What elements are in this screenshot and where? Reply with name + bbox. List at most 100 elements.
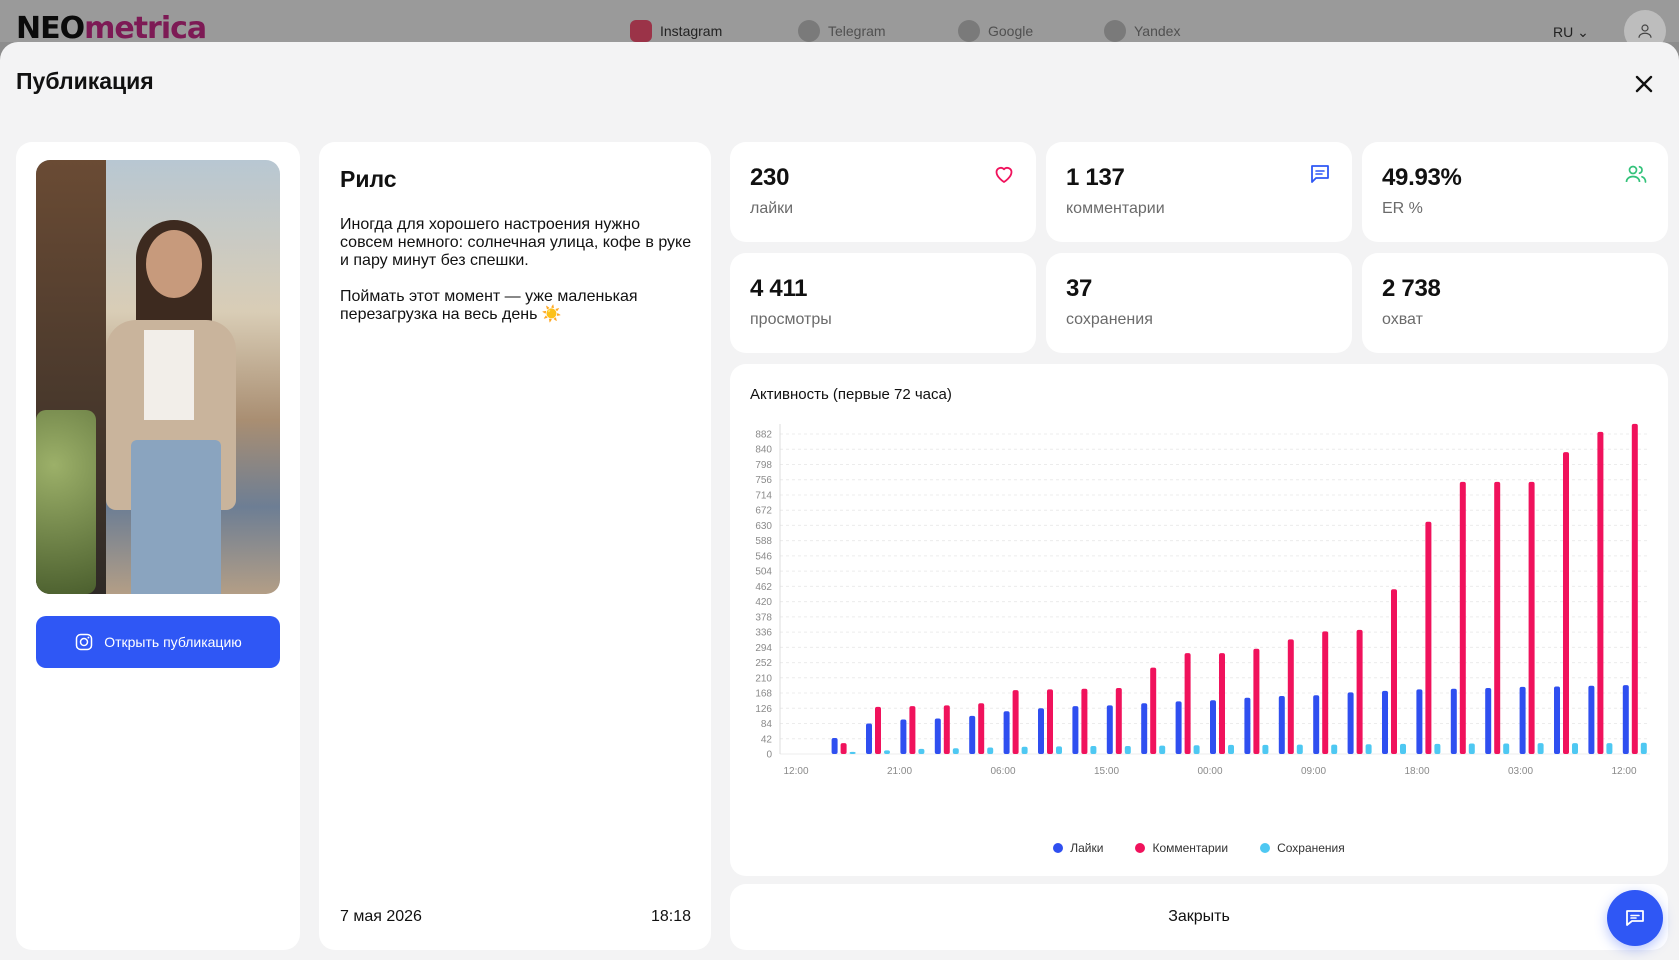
- stat-value: 37: [1066, 275, 1093, 302]
- chart-bar-saves: [1021, 746, 1028, 754]
- y-tick-label: 0: [766, 750, 772, 761]
- chart-bar-comments: [1047, 689, 1053, 754]
- y-tick-label: 294: [755, 643, 772, 654]
- chart-bar-likes: [1347, 692, 1354, 754]
- post-details-card: Рилс Иногда для хорошего настроения нужн…: [319, 142, 711, 950]
- chart-bar-comments: [1184, 653, 1191, 754]
- chart-bar-comments: [1322, 631, 1329, 754]
- chart-bar-comments: [1150, 667, 1157, 754]
- chart-bar-saves: [1090, 746, 1097, 754]
- chart-bar-likes: [1622, 685, 1629, 754]
- chart-bar-comments: [1528, 481, 1535, 754]
- nav-item-telegram[interactable]: Telegram: [798, 20, 886, 42]
- chart-bar-likes: [1485, 687, 1492, 754]
- legend-item-likes[interactable]: Лайки: [1053, 841, 1103, 855]
- post-time: 18:18: [650, 908, 691, 925]
- instagram-icon: [630, 20, 652, 42]
- language-selector[interactable]: RU ⌄: [1553, 24, 1589, 41]
- legend-dot: [1260, 843, 1271, 853]
- logo-part-metrica: metrica: [84, 14, 207, 42]
- nav-item-google[interactable]: Google: [958, 20, 1033, 42]
- y-tick-label: 882: [755, 430, 772, 441]
- activity-chart-card: Активность (первые 72 часа) 0 42 84 126 168 2…: [730, 364, 1668, 876]
- legend-dot: [1053, 843, 1064, 853]
- chart-bar-saves: [1468, 743, 1475, 754]
- stat-label: ER %: [1382, 200, 1423, 217]
- open-publication-label: Открыть публикацию: [104, 634, 242, 650]
- x-tick-label: 15:00: [1094, 766, 1119, 777]
- x-tick-label: 12:00: [783, 766, 808, 777]
- legend-label: Комментарии: [1152, 841, 1229, 855]
- legend-label: Лайки: [1070, 841, 1104, 855]
- telegram-icon: [798, 20, 820, 42]
- nav-item-yandex[interactable]: Yandex: [1104, 20, 1180, 42]
- chart-bar-saves: [1572, 743, 1578, 754]
- chart-bar-likes: [1003, 711, 1010, 754]
- support-chat-button[interactable]: [1607, 890, 1663, 946]
- chart-bar-comments: [1425, 521, 1432, 754]
- chart-bar-likes: [1519, 686, 1526, 754]
- chart-bar-saves: [1400, 743, 1406, 754]
- chart-bar-saves: [1193, 745, 1200, 754]
- chart-bar-likes: [1554, 686, 1560, 754]
- chart-bar-saves: [918, 748, 925, 754]
- post-date: 7 мая 2026: [340, 908, 422, 925]
- chart-bar-likes: [1106, 705, 1113, 754]
- y-tick-label: 252: [755, 658, 772, 669]
- y-tick-label: 420: [755, 597, 772, 608]
- chart-bar-likes: [1141, 703, 1148, 754]
- chat-icon: [1626, 910, 1644, 926]
- legend-item-saves[interactable]: Сохранения: [1260, 841, 1345, 855]
- y-tick-label: 504: [755, 567, 772, 578]
- chart-bar-likes: [866, 723, 872, 754]
- close-button[interactable]: Закрыть: [730, 884, 1668, 950]
- language-label: RU: [1553, 24, 1574, 40]
- stat-label: лайки: [750, 200, 794, 217]
- chart-bar-comments: [1563, 452, 1569, 754]
- chart-bar-comments: [1287, 639, 1294, 754]
- chart-bar-comments: [1253, 648, 1260, 754]
- chart-bar-comments: [943, 705, 950, 754]
- chart-bar-saves: [1331, 744, 1338, 754]
- open-publication-button[interactable]: Открыть публикацию: [36, 616, 280, 668]
- chart-bar-likes: [1450, 688, 1457, 754]
- chart-bar-saves: [1124, 746, 1131, 754]
- chart-bar-likes: [934, 718, 941, 754]
- stat-card-er: 49.93% ER %: [1362, 142, 1668, 242]
- chart-bar-comments: [1459, 481, 1466, 754]
- chart-bar-comments: [1115, 687, 1122, 754]
- close-icon[interactable]: [1630, 70, 1658, 98]
- neometrica-logo[interactable]: NEOmetrica: [16, 14, 206, 42]
- chart-bar-saves: [1537, 743, 1544, 754]
- stat-card-comments: 1 137 комментарии: [1046, 142, 1352, 242]
- logo-part-neo: NEO: [16, 14, 85, 42]
- chart-bar-comments: [1391, 589, 1397, 754]
- chart-bar-comments: [1494, 481, 1501, 754]
- chart-bar-saves: [1606, 743, 1613, 754]
- activity-chart: 0 42 84 126 168 210 252 294 336 378 420 462 504 546 58…: [755, 423, 1650, 777]
- chart-bar-saves: [1365, 744, 1372, 754]
- chart-bar-comments: [978, 703, 985, 754]
- chart-legend: Лайки Комментарии Сохранения: [730, 841, 1668, 855]
- post-image: [36, 160, 280, 594]
- x-tick-label: 00:00: [1197, 766, 1222, 777]
- comment-icon: [1311, 165, 1329, 183]
- chart-bar-likes: [1278, 695, 1285, 754]
- y-tick-label: 714: [755, 490, 772, 501]
- y-tick-label: 462: [755, 582, 772, 593]
- y-tick-label: 42: [761, 734, 773, 745]
- chart-bar-likes: [1416, 689, 1423, 754]
- instagram-icon: [75, 633, 93, 651]
- stat-label: комментарии: [1066, 200, 1165, 217]
- chart-bar-comments: [1597, 431, 1604, 754]
- legend-item-comments[interactable]: Комментарии: [1135, 841, 1228, 855]
- stat-label: просмотры: [750, 311, 832, 328]
- x-tick-label: 18:00: [1404, 766, 1429, 777]
- legend-label: Сохранения: [1277, 841, 1345, 855]
- chart-bar-saves: [1262, 744, 1269, 754]
- media-card: Открыть публикацию: [16, 142, 300, 950]
- chart-bar-saves: [884, 750, 890, 754]
- nav-item-instagram[interactable]: Instagram: [630, 20, 722, 42]
- chart-bar-likes: [1175, 701, 1182, 754]
- chart-bar-likes: [1038, 708, 1044, 754]
